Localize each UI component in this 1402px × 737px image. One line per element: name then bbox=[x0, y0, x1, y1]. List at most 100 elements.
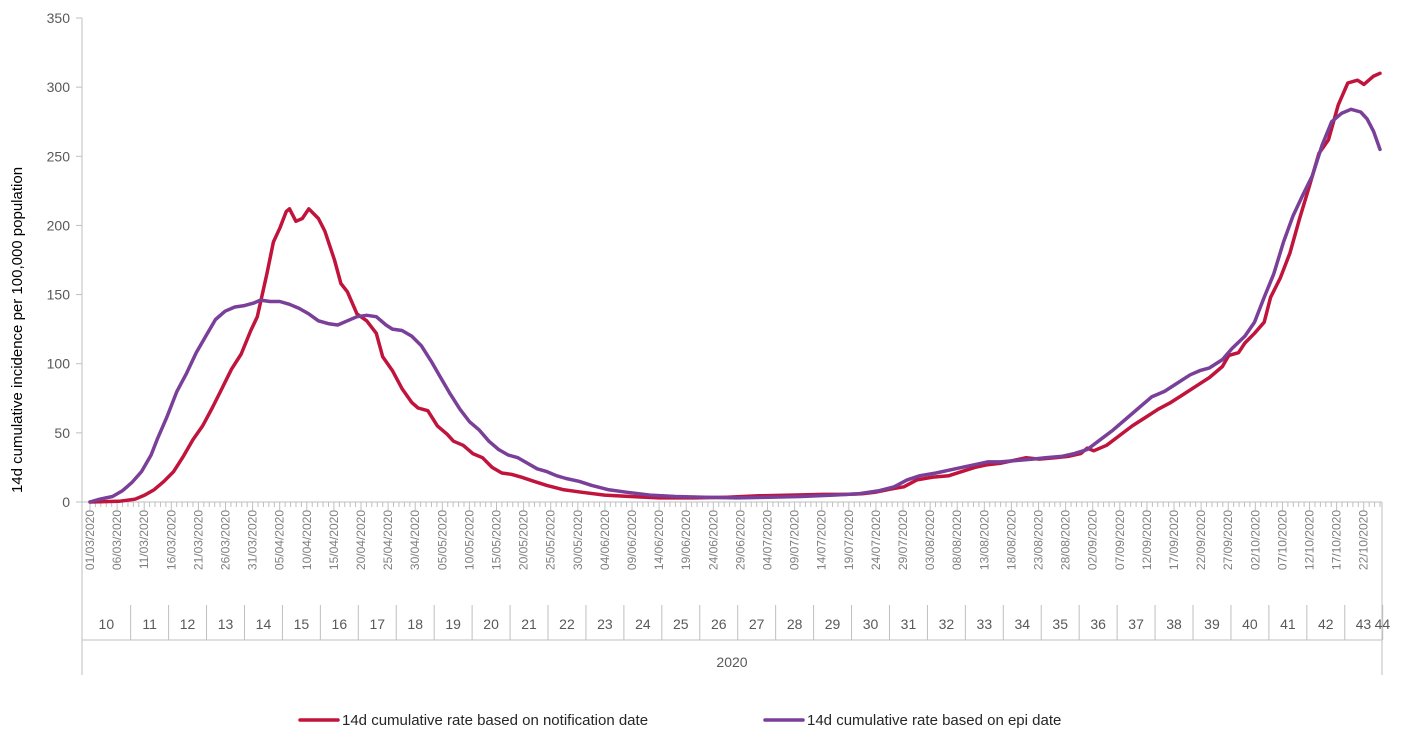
x-date-label: 14/07/2020 bbox=[815, 510, 829, 570]
x-date-label: 07/09/2020 bbox=[1113, 510, 1127, 570]
x-date-label: 25/04/2020 bbox=[381, 510, 395, 570]
x-week-label: 36 bbox=[1090, 616, 1106, 632]
x-date-label: 02/09/2020 bbox=[1086, 510, 1100, 570]
x-year-label: 2020 bbox=[716, 654, 747, 670]
x-week-label: 16 bbox=[332, 616, 348, 632]
x-date-label: 13/08/2020 bbox=[977, 510, 991, 570]
x-axis: 01/03/2020 06/03/2020 11/03/2020 16/03/2020… bbox=[81, 501, 1391, 675]
x-week-label: 21 bbox=[521, 616, 537, 632]
x-week-label: 37 bbox=[1128, 616, 1144, 632]
x-week-label: 34 bbox=[1014, 616, 1030, 632]
x-date-label: 04/07/2020 bbox=[761, 510, 775, 570]
x-week-label: 41 bbox=[1280, 616, 1296, 632]
x-week-label: 43 bbox=[1356, 616, 1372, 632]
x-date-label: 20/04/2020 bbox=[354, 510, 368, 570]
x-week-label: 26 bbox=[711, 616, 727, 632]
x-date-label: 05/05/2020 bbox=[435, 510, 449, 570]
x-date-label: 06/03/2020 bbox=[110, 510, 124, 570]
series-line-notification-date bbox=[88, 71, 1382, 504]
x-date-label: 09/07/2020 bbox=[788, 510, 802, 570]
x-week-label: 28 bbox=[787, 616, 803, 632]
x-date-label: 15/05/2020 bbox=[490, 510, 504, 570]
x-date-label: 19/06/2020 bbox=[679, 510, 693, 570]
x-date-label: 29/07/2020 bbox=[896, 510, 910, 570]
x-week-label: 42 bbox=[1318, 616, 1334, 632]
series-lines bbox=[88, 71, 1382, 504]
x-date-label: 25/05/2020 bbox=[544, 510, 558, 570]
y-tick-label: 300 bbox=[47, 79, 71, 95]
x-date-label: 19/07/2020 bbox=[842, 510, 856, 570]
x-date-label: 31/03/2020 bbox=[246, 510, 260, 570]
x-date-label: 16/03/2020 bbox=[164, 510, 178, 570]
x-week-label: 24 bbox=[635, 616, 651, 632]
x-week-label: 44 bbox=[1375, 616, 1391, 632]
x-date-label: 12/10/2020 bbox=[1303, 510, 1317, 570]
y-axis: 0 50 100 150 200 250 300 350 bbox=[47, 10, 83, 510]
x-week-label: 10 bbox=[99, 616, 115, 632]
x-date-label: 23/08/2020 bbox=[1032, 510, 1046, 570]
x-week-label: 18 bbox=[407, 616, 423, 632]
y-tick-label: 100 bbox=[47, 356, 71, 372]
x-date-label: 09/06/2020 bbox=[625, 510, 639, 570]
x-week-label: 12 bbox=[180, 616, 196, 632]
legend-label: 14d cumulative rate based on epi date bbox=[807, 712, 1061, 729]
x-week-label: 23 bbox=[597, 616, 613, 632]
legend: 14d cumulative rate based on notificatio… bbox=[298, 712, 1061, 729]
x-week-label: 40 bbox=[1242, 616, 1258, 632]
x-week-label: 11 bbox=[142, 616, 157, 632]
x-week-label: 32 bbox=[939, 616, 955, 632]
x-date-label: 10/05/2020 bbox=[462, 510, 476, 570]
x-date-label: 24/07/2020 bbox=[869, 510, 883, 570]
x-date-label: 29/06/2020 bbox=[733, 510, 747, 570]
y-axis-label: 14d cumulative incidence per 100,000 pop… bbox=[9, 167, 26, 493]
x-week-label: 31 bbox=[901, 616, 917, 632]
x-date-label: 17/09/2020 bbox=[1167, 510, 1181, 570]
x-week-label: 35 bbox=[1052, 616, 1068, 632]
x-date-label: 30/04/2020 bbox=[408, 510, 422, 570]
x-date-label: 07/10/2020 bbox=[1275, 510, 1289, 570]
x-date-label: 21/03/2020 bbox=[191, 510, 205, 570]
x-week-label: 13 bbox=[218, 616, 234, 632]
x-week-label: 19 bbox=[445, 616, 461, 632]
x-date-label: 22/10/2020 bbox=[1357, 510, 1371, 570]
x-date-label: 20/05/2020 bbox=[517, 510, 531, 570]
series-line-epi-date bbox=[88, 107, 1382, 504]
x-week-label: 27 bbox=[749, 616, 765, 632]
x-date-label: 22/09/2020 bbox=[1194, 510, 1208, 570]
x-date-label: 14/06/2020 bbox=[652, 510, 666, 570]
x-week-label: 22 bbox=[559, 616, 575, 632]
x-week-label: 14 bbox=[256, 616, 272, 632]
y-tick-label: 0 bbox=[62, 494, 70, 510]
daily-tick-marks bbox=[89, 502, 1381, 510]
x-date-label: 15/04/2020 bbox=[327, 510, 341, 570]
x-date-label: 30/05/2020 bbox=[571, 510, 585, 570]
x-date-label: 18/08/2020 bbox=[1004, 510, 1018, 570]
y-tick-label: 200 bbox=[47, 217, 71, 233]
x-week-label: 39 bbox=[1204, 616, 1220, 632]
x-week-label: 25 bbox=[673, 616, 689, 632]
x-date-label: 01/03/2020 bbox=[83, 510, 97, 570]
x-date-label: 12/09/2020 bbox=[1140, 510, 1154, 570]
x-date-label: 17/10/2020 bbox=[1330, 510, 1344, 570]
y-tick-label: 350 bbox=[47, 10, 71, 26]
x-date-label: 03/08/2020 bbox=[923, 510, 937, 570]
x-date-label: 28/08/2020 bbox=[1059, 510, 1073, 570]
x-date-label: 10/04/2020 bbox=[300, 510, 314, 570]
y-tick-label: 50 bbox=[54, 425, 70, 441]
y-tick-label: 250 bbox=[47, 148, 71, 164]
x-week-label: 30 bbox=[863, 616, 879, 632]
x-week-label: 38 bbox=[1166, 616, 1182, 632]
x-week-label: 15 bbox=[294, 616, 310, 632]
x-week-label: 20 bbox=[483, 616, 499, 632]
x-date-label: 02/10/2020 bbox=[1248, 510, 1262, 570]
x-date-label: 05/04/2020 bbox=[273, 510, 287, 570]
x-date-label: 24/06/2020 bbox=[706, 510, 720, 570]
x-date-label: 08/08/2020 bbox=[950, 510, 964, 570]
x-date-label: 04/06/2020 bbox=[598, 510, 612, 570]
x-date-label: 26/03/2020 bbox=[219, 510, 233, 570]
x-week-label: 29 bbox=[825, 616, 841, 632]
x-date-label: 27/09/2020 bbox=[1221, 510, 1235, 570]
x-week-label: 17 bbox=[369, 616, 385, 632]
x-week-label: 33 bbox=[977, 616, 993, 632]
